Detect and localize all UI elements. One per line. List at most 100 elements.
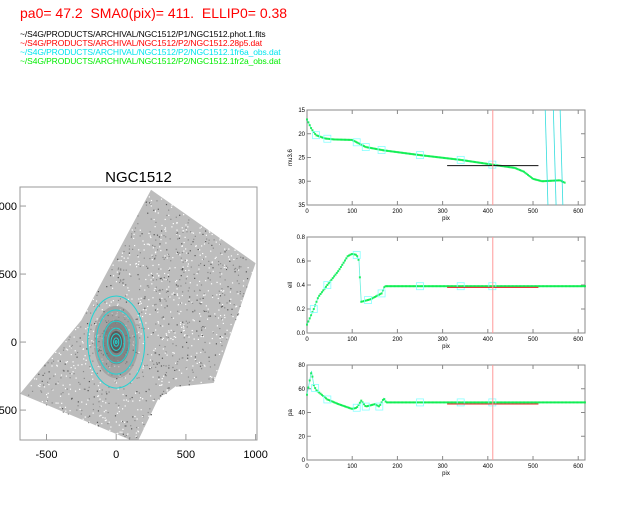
image-pixel bbox=[150, 367, 153, 369]
image-pixel bbox=[224, 248, 226, 250]
image-pixel bbox=[202, 294, 205, 296]
image-pixel bbox=[225, 249, 227, 252]
image-pixel bbox=[92, 352, 94, 354]
image-pixel bbox=[191, 333, 194, 335]
image-pixel bbox=[181, 259, 183, 261]
image-pixel bbox=[195, 360, 197, 362]
image-pixel bbox=[212, 267, 214, 269]
image-pixel bbox=[191, 302, 194, 304]
image-pixel bbox=[175, 216, 177, 218]
image-pixel bbox=[138, 351, 140, 354]
image-pixel bbox=[179, 324, 182, 326]
image-pixel bbox=[154, 348, 156, 350]
image-pixel bbox=[214, 313, 216, 315]
data-point bbox=[437, 156, 440, 159]
data-point bbox=[512, 285, 515, 288]
image-pixel bbox=[158, 354, 160, 356]
y-tick-label: 30 bbox=[298, 179, 305, 185]
image-pixel bbox=[144, 296, 146, 298]
image-pixel bbox=[185, 367, 187, 369]
image-pixel bbox=[219, 314, 222, 317]
image-pixel bbox=[145, 278, 147, 281]
image-pixel bbox=[176, 369, 178, 371]
image-pixel bbox=[164, 298, 166, 300]
data-point bbox=[483, 401, 486, 404]
image-pixel bbox=[180, 322, 182, 324]
image-pixel bbox=[187, 265, 189, 267]
data-point bbox=[421, 285, 424, 288]
image-pixel bbox=[150, 203, 152, 205]
image-pixel bbox=[107, 422, 109, 425]
data-point bbox=[345, 405, 348, 408]
image-pixel bbox=[198, 264, 200, 266]
image-pixel bbox=[101, 389, 103, 391]
data-point bbox=[320, 393, 323, 396]
image-pixel bbox=[163, 318, 165, 320]
data-point bbox=[535, 401, 538, 404]
data-point bbox=[565, 401, 568, 404]
image-pixel bbox=[157, 208, 159, 210]
image-pixel bbox=[163, 272, 166, 275]
image-pixel bbox=[91, 340, 93, 342]
data-point bbox=[532, 177, 535, 180]
data-point bbox=[350, 407, 353, 410]
image-pixel bbox=[243, 280, 245, 282]
image-pixel bbox=[161, 297, 163, 300]
data-point bbox=[459, 158, 462, 161]
image-pixel bbox=[165, 291, 168, 293]
data-point bbox=[360, 300, 363, 303]
image-pixel bbox=[138, 324, 140, 326]
data-point bbox=[357, 403, 360, 406]
data-point bbox=[323, 396, 326, 399]
data-point bbox=[345, 138, 348, 141]
image-pixel bbox=[168, 331, 170, 334]
data-point bbox=[407, 285, 410, 288]
data-point bbox=[529, 176, 532, 179]
image-pixel bbox=[121, 252, 124, 254]
image-pixel bbox=[155, 362, 158, 364]
image-pixel bbox=[60, 374, 63, 376]
data-point bbox=[310, 314, 313, 317]
image-pixel bbox=[131, 396, 133, 399]
image-pixel bbox=[136, 377, 138, 379]
image-pixel bbox=[193, 376, 196, 379]
image-pixel bbox=[191, 345, 193, 347]
image-pixel bbox=[219, 337, 221, 339]
image-pixel bbox=[144, 307, 146, 309]
image-pixel bbox=[147, 411, 149, 414]
data-point bbox=[349, 138, 352, 141]
image-pixel bbox=[151, 283, 153, 285]
data-point bbox=[342, 138, 345, 141]
data-point bbox=[528, 175, 531, 178]
image-pixel bbox=[204, 351, 206, 353]
data-point bbox=[362, 300, 365, 303]
image-pixel bbox=[226, 302, 228, 304]
image-pixel bbox=[166, 339, 169, 341]
data-point bbox=[537, 285, 540, 288]
image-pixel bbox=[210, 263, 212, 265]
image-pixel bbox=[137, 427, 139, 429]
image-pixel bbox=[224, 279, 226, 281]
image-pixel bbox=[139, 252, 141, 254]
data-point bbox=[307, 320, 310, 323]
data-point bbox=[468, 160, 471, 163]
image-pixel bbox=[99, 398, 101, 400]
image-pixel bbox=[156, 363, 158, 365]
data-point bbox=[540, 285, 543, 288]
image-pixel bbox=[160, 268, 162, 270]
data-point bbox=[566, 285, 569, 288]
data-point bbox=[391, 285, 394, 288]
data-point bbox=[522, 401, 525, 404]
cyan-marker-box bbox=[352, 403, 361, 412]
data-point bbox=[419, 401, 422, 404]
data-point bbox=[411, 401, 414, 404]
data-point bbox=[373, 403, 376, 406]
image-pixel bbox=[182, 231, 184, 233]
data-point bbox=[353, 140, 356, 143]
image-pixel bbox=[91, 342, 94, 345]
image-pixel bbox=[85, 312, 88, 314]
image-pixel bbox=[197, 271, 199, 273]
image-pixel bbox=[218, 309, 220, 311]
